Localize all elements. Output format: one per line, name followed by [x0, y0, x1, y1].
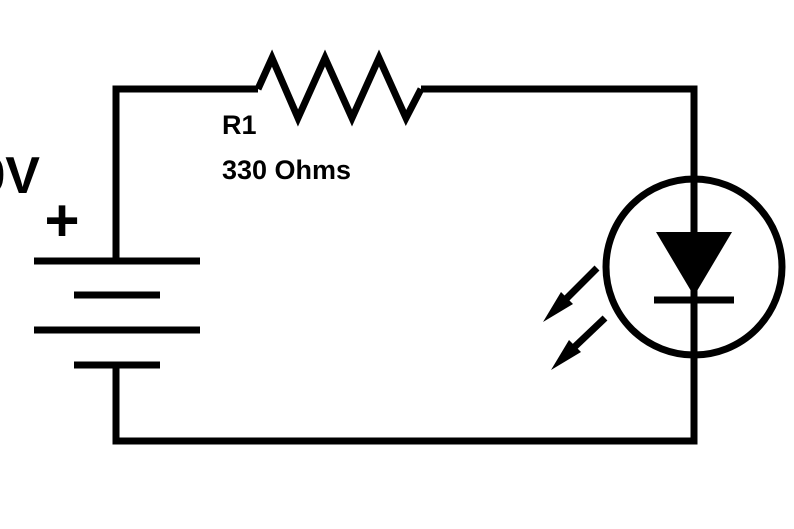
- resistor-r1-symbol: [254, 49, 425, 127]
- led-symbol: [602, 175, 786, 359]
- circuit-wires: [112, 85, 698, 445]
- battery-voltage-label: 9V: [0, 147, 40, 205]
- resistor-name-label: R1: [222, 110, 257, 140]
- wire-top-left: [112, 85, 258, 261]
- wire-bottom: [112, 356, 698, 445]
- emission-arrow-upper-head: [543, 292, 573, 322]
- battery-plus-label: +: [44, 187, 79, 254]
- emission-arrow-lower-head: [551, 340, 581, 370]
- led-diode-triangle: [656, 232, 732, 296]
- light-emission-arrows: [543, 265, 608, 370]
- battery-symbol: [34, 257, 200, 369]
- wire-top-right: [421, 85, 698, 178]
- resistor-value-label: 330 Ohms: [222, 155, 351, 185]
